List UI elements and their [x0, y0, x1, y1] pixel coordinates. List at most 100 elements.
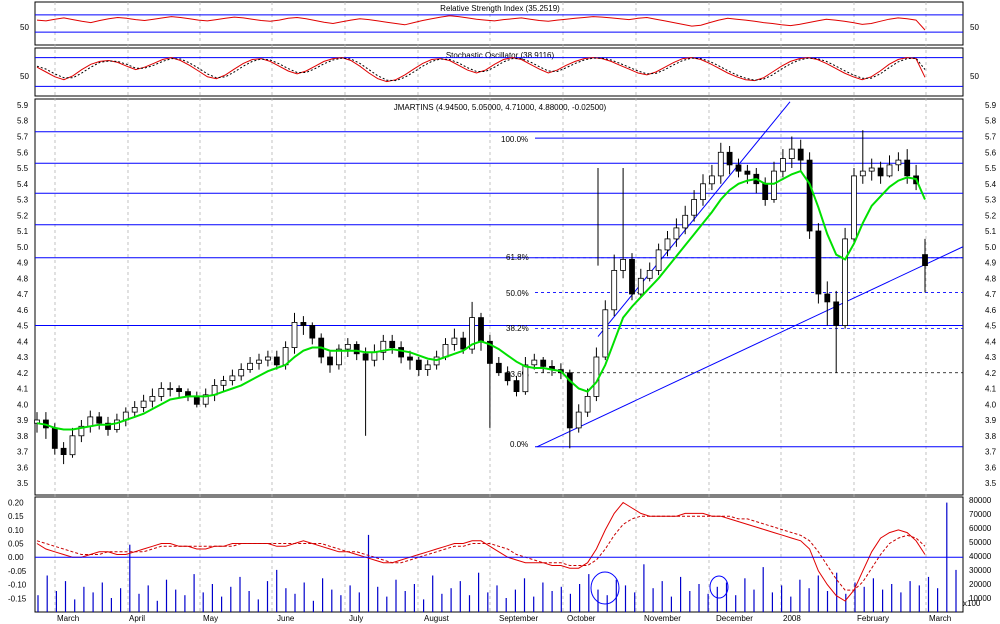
candle-body: [771, 170, 777, 200]
stochastic-title: Stochastic Oscillator (38.9116): [446, 51, 555, 60]
macd-panel: 0.20 0.15 0.10 0.05 0.00 -0.05 -0.10 -0.15 8000…: [8, 496, 992, 612]
candle-body: [424, 364, 431, 370]
macd-tick-label: -0.05: [8, 567, 27, 576]
candle-body: [238, 369, 245, 377]
candle-body: [353, 343, 360, 355]
volume-bars: [37, 502, 957, 612]
month-axis: March April May June July August Septemb…: [57, 614, 951, 623]
price-tick-label-left: 4.5: [17, 322, 29, 331]
candle-body: [202, 394, 209, 405]
month-label: July: [349, 614, 363, 623]
month-label: April: [129, 614, 145, 623]
candle-body: [815, 230, 822, 295]
price-tick-label-right: 5.7: [985, 133, 997, 142]
candle-body: [700, 183, 706, 201]
candle-body: [273, 356, 280, 366]
candle-body: [335, 348, 342, 366]
price-tick-label-right: 4.4: [985, 337, 997, 346]
month-label: August: [424, 614, 450, 623]
macd-tick-label: -0.15: [8, 594, 27, 603]
price-tick-label-left: 5.0: [17, 243, 29, 252]
macd-tick-label: 0.10: [8, 526, 24, 535]
candle-body: [247, 362, 254, 370]
price-panel: JMARTINS (4.94500, 5.05000, 4.71000, 4.8…: [17, 101, 997, 488]
candle-body: [620, 258, 626, 271]
candle-body: [327, 356, 333, 366]
candle-body: [176, 388, 183, 392]
candle-body: [566, 372, 573, 429]
volume-tick-label: 20000: [969, 580, 992, 589]
candle-body: [824, 293, 831, 303]
candle-body: [868, 167, 875, 172]
candle-body: [788, 148, 795, 160]
candle-body: [709, 175, 715, 185]
price-tick-label-left: 4.3: [17, 353, 29, 362]
macd-tick-label: 0.05: [8, 540, 24, 549]
candle-body: [780, 158, 786, 172]
candle-body: [513, 380, 520, 393]
volume-units-label: x100: [963, 599, 981, 608]
macd-signal-line: [36, 515, 926, 591]
volume-tick-label: 40000: [969, 552, 992, 561]
candle-body: [229, 375, 236, 381]
month-label: October: [567, 614, 596, 623]
price-tick-label-right: 3.5: [985, 479, 997, 488]
price-tick-label-left: 5.6: [17, 148, 29, 157]
trendlines: [536, 101, 964, 448]
candle-body: [96, 416, 103, 424]
candle-body: [495, 362, 502, 374]
volume-tick-label: 60000: [969, 524, 992, 533]
month-label: May: [203, 614, 218, 623]
candle-body: [460, 337, 467, 350]
candle-body: [371, 351, 378, 361]
panel-frame: [34, 47, 964, 97]
macd-signal-circle: [709, 575, 729, 599]
candle-body: [344, 343, 351, 350]
candle-body: [762, 183, 769, 201]
rsi-panel: Relative Strength Index (35.2519) 50 50: [20, 4, 979, 33]
candle-body: [797, 148, 804, 161]
price-tick-label-right: 4.8: [985, 274, 997, 283]
price-tick-label-right: 3.9: [985, 416, 997, 425]
candle-body: [904, 159, 911, 177]
price-level-lines: [35, 131, 963, 326]
candle-body: [691, 199, 697, 216]
volume-tick-label: 80000: [969, 496, 992, 505]
moving-average: [36, 169, 926, 431]
macd-signal-circle: [590, 571, 620, 605]
price-tick-label-left: 4.4: [17, 337, 29, 346]
month-label: 2008: [783, 614, 801, 623]
fib-label-100: 100.0%: [501, 135, 528, 144]
macd-lines: [36, 501, 926, 602]
price-tick-label-left: 4.7: [17, 290, 29, 299]
price-tick-label-left: 5.8: [17, 117, 29, 126]
candle-body: [611, 269, 618, 311]
candle-body: [291, 321, 298, 348]
rsi-title: Relative Strength Index (35.2519): [440, 4, 560, 13]
price-tick-label-left: 5.9: [17, 101, 29, 110]
candle-body: [158, 388, 165, 397]
candle-body: [895, 159, 902, 166]
candle-body: [859, 170, 866, 177]
month-label: March: [57, 614, 79, 623]
macd-tick-label: 0.20: [8, 499, 24, 508]
month-label: December: [716, 614, 753, 623]
candle-body: [726, 151, 733, 166]
price-tick-label-right: 5.2: [985, 211, 997, 220]
gridlines: [54, 2, 927, 612]
candle-body: [114, 419, 120, 430]
candle-body: [504, 372, 511, 382]
stochastic-left-tick-50: 50: [20, 72, 29, 81]
price-tick-labels: 3.5 3.5 3.6 3.6 3.7 3.7 3.8 3.8 3.9 3.9 4.0 4.0 4.1 4…: [17, 101, 997, 488]
price-tick-label-left: 4.8: [17, 274, 29, 283]
candle-body: [362, 353, 369, 361]
price-tick-label-right: 4.3: [985, 353, 997, 362]
price-tick-label-right: 5.0: [985, 243, 997, 252]
candle-body: [451, 337, 458, 345]
candle-body: [744, 170, 751, 175]
price-tick-label-right: 3.8: [985, 432, 997, 441]
candle-body: [646, 269, 653, 279]
stochastic-right-tick-50: 50: [970, 72, 979, 81]
price-tick-label-right: 5.1: [985, 227, 997, 236]
candle-body: [51, 427, 58, 449]
